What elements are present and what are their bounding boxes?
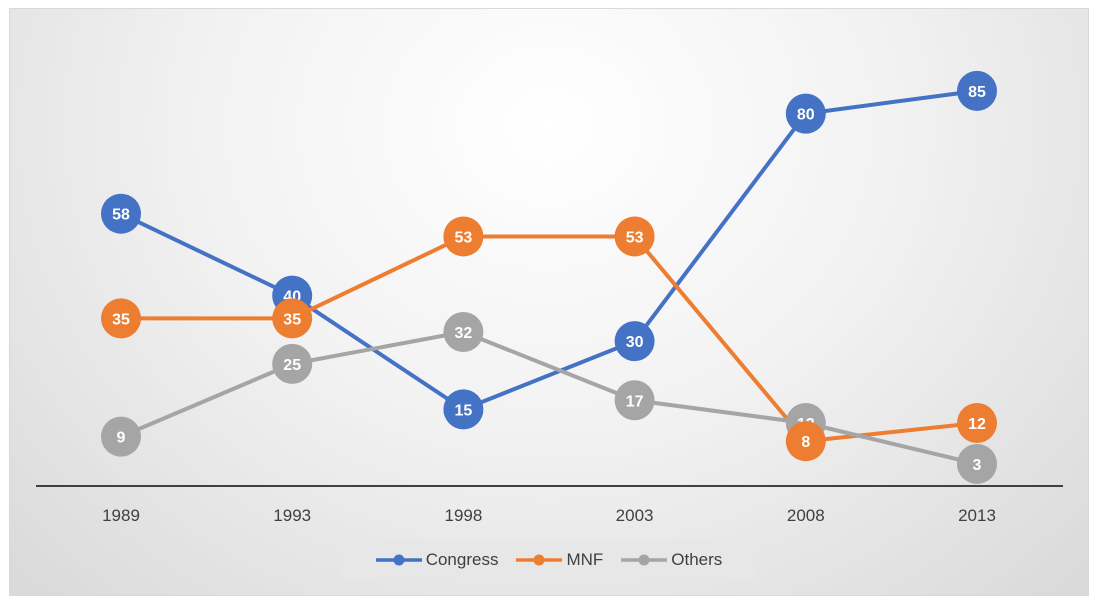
legend-swatch <box>516 554 563 566</box>
legend-label: MNF <box>566 550 604 569</box>
legend: Congress MNF Others <box>342 541 756 579</box>
x-tick-label: 1993 <box>273 506 311 525</box>
x-tick-label: 1989 <box>102 506 140 525</box>
data-label: 9 <box>117 430 126 447</box>
chart-area <box>9 8 1089 596</box>
series-line-others <box>120 330 978 466</box>
marker <box>443 216 484 257</box>
data-label: 25 <box>283 357 301 374</box>
marker <box>785 421 826 462</box>
x-tick-label: 2008 <box>787 506 825 525</box>
data-point-congress-2003: 30 <box>614 321 655 362</box>
marker <box>957 403 997 443</box>
x-tick-label: 1998 <box>444 506 482 525</box>
data-point-congress-1989: 58 <box>101 193 141 234</box>
legend-swatch <box>375 554 422 566</box>
data-label: 30 <box>626 334 644 351</box>
legend-label: Others <box>671 550 723 569</box>
data-label: 15 <box>455 402 473 419</box>
data-label: 53 <box>626 229 644 246</box>
marker <box>614 216 655 257</box>
data-point-others-1998: 32 <box>443 312 484 352</box>
data-label: 35 <box>283 311 301 328</box>
marker <box>785 93 826 134</box>
data-point-mnf-2008: 8 <box>785 421 826 462</box>
legend-entry-others: Others <box>621 550 722 570</box>
data-label: 8 <box>801 434 810 451</box>
data-point-mnf-1989: 35 <box>101 298 141 339</box>
data-point-congress-1998: 15 <box>443 389 484 430</box>
data-point-congress-2013: 85 <box>957 70 997 111</box>
series-line-mnf <box>121 234 978 444</box>
marker <box>614 380 655 421</box>
data-label: 53 <box>455 229 473 246</box>
x-tick-label: 2003 <box>616 506 654 525</box>
data-label: 12 <box>968 416 986 433</box>
marker <box>272 343 313 384</box>
marker <box>614 321 655 362</box>
marker <box>101 416 141 457</box>
legend-entry-mnf: MNF <box>516 550 603 570</box>
data-label: 58 <box>112 207 130 224</box>
data-point-mnf-1993: 35 <box>272 298 313 339</box>
data-point-mnf-2003: 53 <box>614 216 655 257</box>
data-label: 17 <box>626 393 644 410</box>
data-point-congress-2008: 80 <box>785 93 826 134</box>
data-point-mnf-2013: 12 <box>957 403 997 443</box>
legend-label: Congress <box>425 550 499 569</box>
data-label: 3 <box>973 457 982 474</box>
marker <box>443 312 484 352</box>
data-label: 35 <box>112 311 130 328</box>
marker <box>272 298 313 339</box>
marker <box>101 193 141 234</box>
data-point-others-2003: 17 <box>614 380 655 421</box>
marker <box>957 443 997 484</box>
data-point-others-2013: 3 <box>957 443 997 484</box>
data-label: 80 <box>797 107 815 124</box>
data-label: 32 <box>455 325 473 342</box>
legend-swatch <box>621 554 668 566</box>
data-label: 85 <box>968 84 986 101</box>
x-tick-label: 2013 <box>958 506 996 525</box>
data-point-mnf-1998: 53 <box>443 216 484 257</box>
marker <box>957 70 997 111</box>
marker <box>443 389 484 430</box>
series-line-congress <box>120 88 978 412</box>
marker <box>101 298 141 339</box>
data-point-others-1989: 9 <box>101 416 141 457</box>
legend-entry-congress: Congress <box>375 550 499 570</box>
data-point-others-1993: 25 <box>272 343 313 384</box>
